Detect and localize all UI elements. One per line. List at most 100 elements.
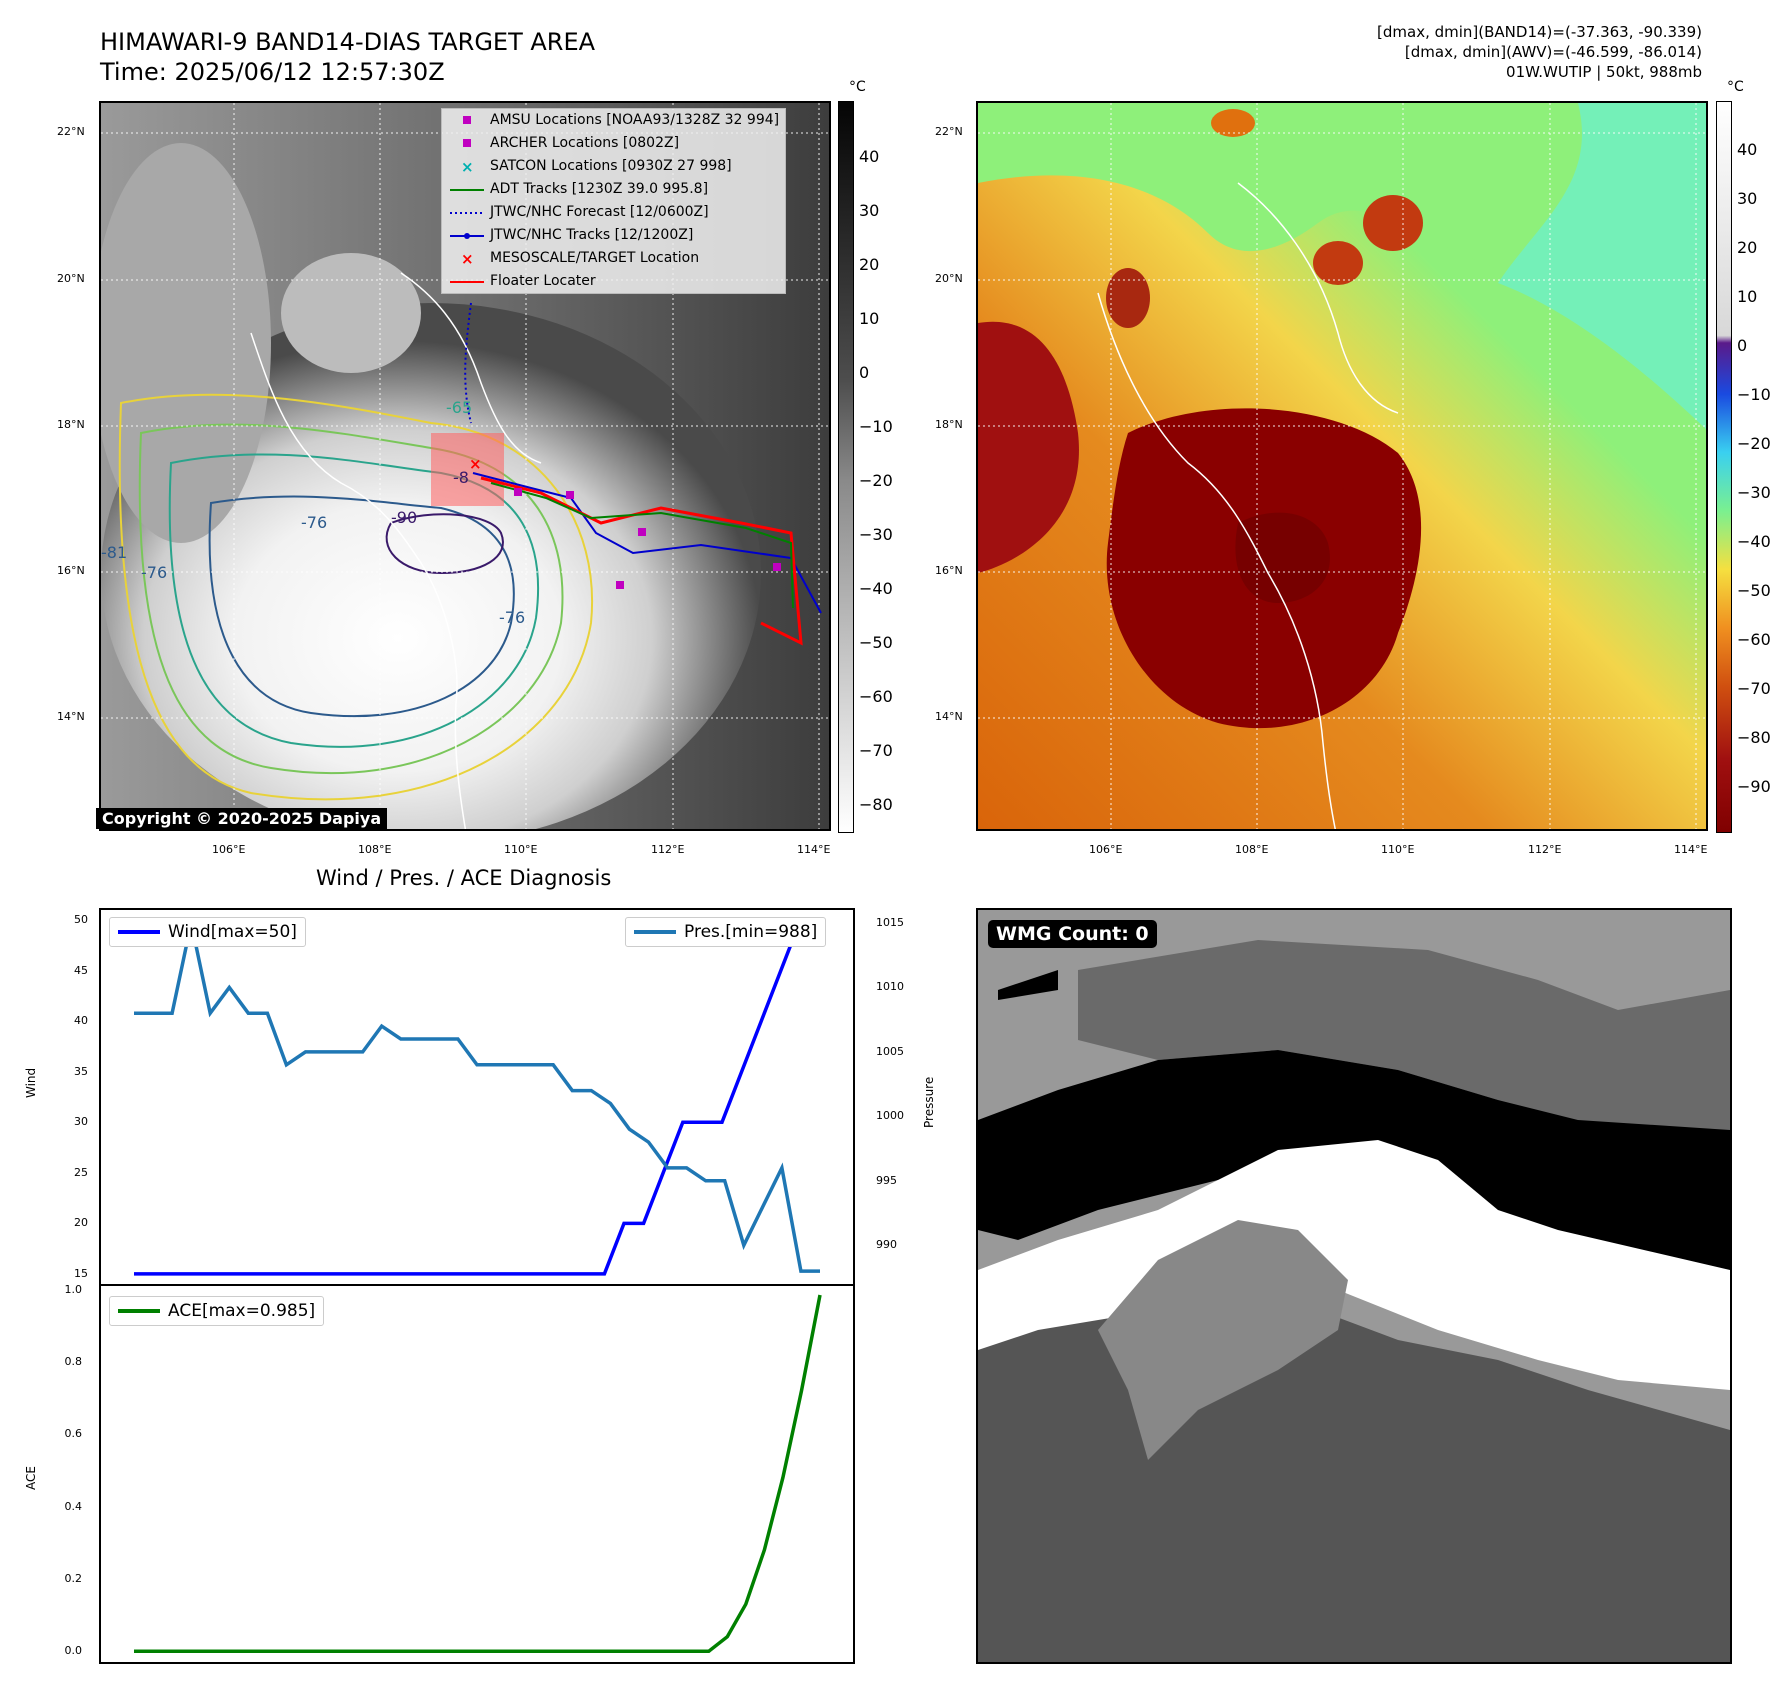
awv-map-panel [976, 101, 1708, 831]
colorbar-left-tick: −50 [859, 633, 893, 652]
svg-text:×: × [461, 250, 474, 268]
target-marker: × [469, 455, 482, 473]
chart-time: Time: 2025/06/12 12:57:30Z [100, 58, 445, 86]
wind-tick: 20 [74, 1216, 88, 1230]
pressure-tick: 1000 [876, 1109, 904, 1123]
lon-label: 106°E [1089, 843, 1123, 856]
colorbar-left-tick: −70 [859, 741, 893, 760]
lon-label: 112°E [1528, 843, 1562, 856]
colorbar-right-tick: −50 [1737, 581, 1771, 600]
colorbar-right-tick: −80 [1737, 728, 1771, 747]
pressure-tick: 995 [876, 1173, 897, 1187]
colorbar-left-tick: −10 [859, 417, 893, 436]
legend-archer: ARCHER Locations [0802Z] [442, 132, 785, 155]
info-storm: 01W.WUTIP | 50kt, 988mb [1506, 63, 1702, 81]
colorbar-right-tick: 40 [1737, 140, 1758, 159]
ace-tick: 0.2 [64, 1571, 83, 1585]
wind-legend: Wind[max=50] [109, 917, 306, 947]
contour-label-1: -76 [301, 513, 327, 532]
colorbar-left-tick: −20 [859, 471, 893, 490]
wind-tick: 40 [74, 1014, 88, 1028]
colorbar-left-tick: −80 [859, 795, 893, 814]
lon-label: 110°E [504, 843, 538, 856]
contour-label-7: -8 [453, 468, 469, 487]
colorbar-right-tick: −40 [1737, 532, 1771, 551]
ace-axis-label: ACE [24, 1466, 38, 1490]
lat-label: 14°N [935, 710, 963, 723]
ace-tick: 0.0 [64, 1644, 83, 1658]
legend-jtwc-forecast: JTWC/NHC Forecast [12/0600Z] [450, 204, 709, 220]
ace-tick: 0.6 [64, 1427, 83, 1441]
ace-tick: 1.0 [64, 1282, 83, 1296]
lon-label: 108°E [1235, 843, 1269, 856]
wind-legend-label: Wind[max=50] [168, 922, 297, 942]
legend-floater: Floater Locater [450, 273, 596, 289]
legend-jtwc-tracks: JTWC/NHC Tracks [12/1200Z] [442, 224, 785, 247]
lon-label: 112°E [651, 843, 685, 856]
lat-label: 18°N [57, 418, 85, 431]
colorbar-right-tick: −60 [1737, 630, 1771, 649]
info-awv: [dmax, dmin](AWV)=(-46.599, -86.014) [1404, 43, 1702, 61]
lat-label: 20°N [57, 272, 85, 285]
map-legend: AMSU Locations [NOAA93/1328Z 32 994] ARC… [441, 108, 787, 294]
colorbar-right-tick: −90 [1737, 777, 1771, 796]
legend-mesoscale: × MESOSCALE/TARGET Location [461, 250, 700, 268]
pressure-tick: 1010 [876, 980, 904, 994]
colorbar-right-tick: −70 [1737, 679, 1771, 698]
colorbar-left-tick: −30 [859, 525, 893, 544]
ace-legend-line [118, 1309, 160, 1313]
pressure-legend: Pres.[min=988] [625, 917, 827, 947]
awv-map [978, 103, 1706, 829]
lat-label: 16°N [935, 564, 963, 577]
diagnosis-title: Wind / Pres. / ACE Diagnosis [316, 866, 612, 890]
wind-pressure-plot [134, 918, 820, 1276]
wmg-map [978, 910, 1730, 1662]
colorbar-right-tick: −20 [1737, 434, 1771, 453]
contour-label-3: -76 [141, 563, 167, 582]
legend-amsu: AMSU Locations [NOAA93/1328Z 32 994] [442, 109, 785, 132]
lat-label: 18°N [935, 418, 963, 431]
colorbar-left-unit: °C [849, 79, 866, 95]
pressure-series-line [134, 922, 820, 1273]
legend-adt: ADT Tracks [1230Z 39.0 995.8] [450, 181, 709, 197]
lat-label: 22°N [935, 125, 963, 138]
pressure-axis-label: Pressure [922, 1076, 936, 1128]
lon-label: 110°E [1381, 843, 1415, 856]
colorbar-left-tick: 0 [859, 363, 870, 382]
lon-label: 108°E [358, 843, 392, 856]
lat-label: 20°N [935, 272, 963, 285]
wind-tick: 15 [74, 1266, 88, 1280]
ace-series-line [134, 1294, 822, 1653]
wmg-panel [976, 908, 1732, 1664]
info-band14: [dmax, dmin](BAND14)=(-37.363, -90.339) [1377, 23, 1702, 41]
ace-legend: ACE[max=0.985] [109, 1296, 325, 1326]
pressure-legend-line [634, 930, 676, 934]
lat-label: 16°N [57, 564, 85, 577]
pressure-tick: 1005 [876, 1044, 904, 1058]
lon-label: 114°E [1674, 843, 1708, 856]
contour-label-2: -81 [101, 543, 127, 562]
chart-title: HIMAWARI-9 BAND14-DIAS TARGET AREA [100, 28, 596, 56]
wind-legend-line [118, 930, 160, 934]
colorbar-left-tick: 40 [859, 147, 880, 166]
ace-panel [99, 1284, 855, 1664]
colorbar-left-tick: 20 [859, 255, 880, 274]
pressure-legend-label: Pres.[min=988] [684, 922, 818, 942]
colorbar-right-unit: °C [1727, 79, 1744, 95]
copyright-badge: Copyright © 2020-2025 Dapiya [96, 808, 388, 829]
wind-tick: 45 [74, 963, 88, 977]
ace-tick: 0.8 [64, 1354, 83, 1368]
wind-series-line [134, 918, 820, 1276]
legend-satcon: × SATCON Locations [0930Z 27 998] [461, 158, 732, 176]
wind-tick: 35 [74, 1064, 88, 1078]
lon-label: 114°E [797, 843, 831, 856]
contour-label-4: -90 [391, 508, 417, 527]
svg-text:×: × [461, 158, 474, 176]
ace-legend-label: ACE[max=0.985] [168, 1301, 316, 1321]
colorbar-right-tick: −30 [1737, 483, 1771, 502]
colorbar-left-tick: 10 [859, 309, 880, 328]
wind-tick: 30 [74, 1115, 88, 1129]
wind-pressure-panel [99, 908, 855, 1286]
ace-plot [134, 1294, 822, 1653]
info-block: [dmax, dmin](BAND14)=(-37.363, -90.339) … [1377, 22, 1702, 82]
